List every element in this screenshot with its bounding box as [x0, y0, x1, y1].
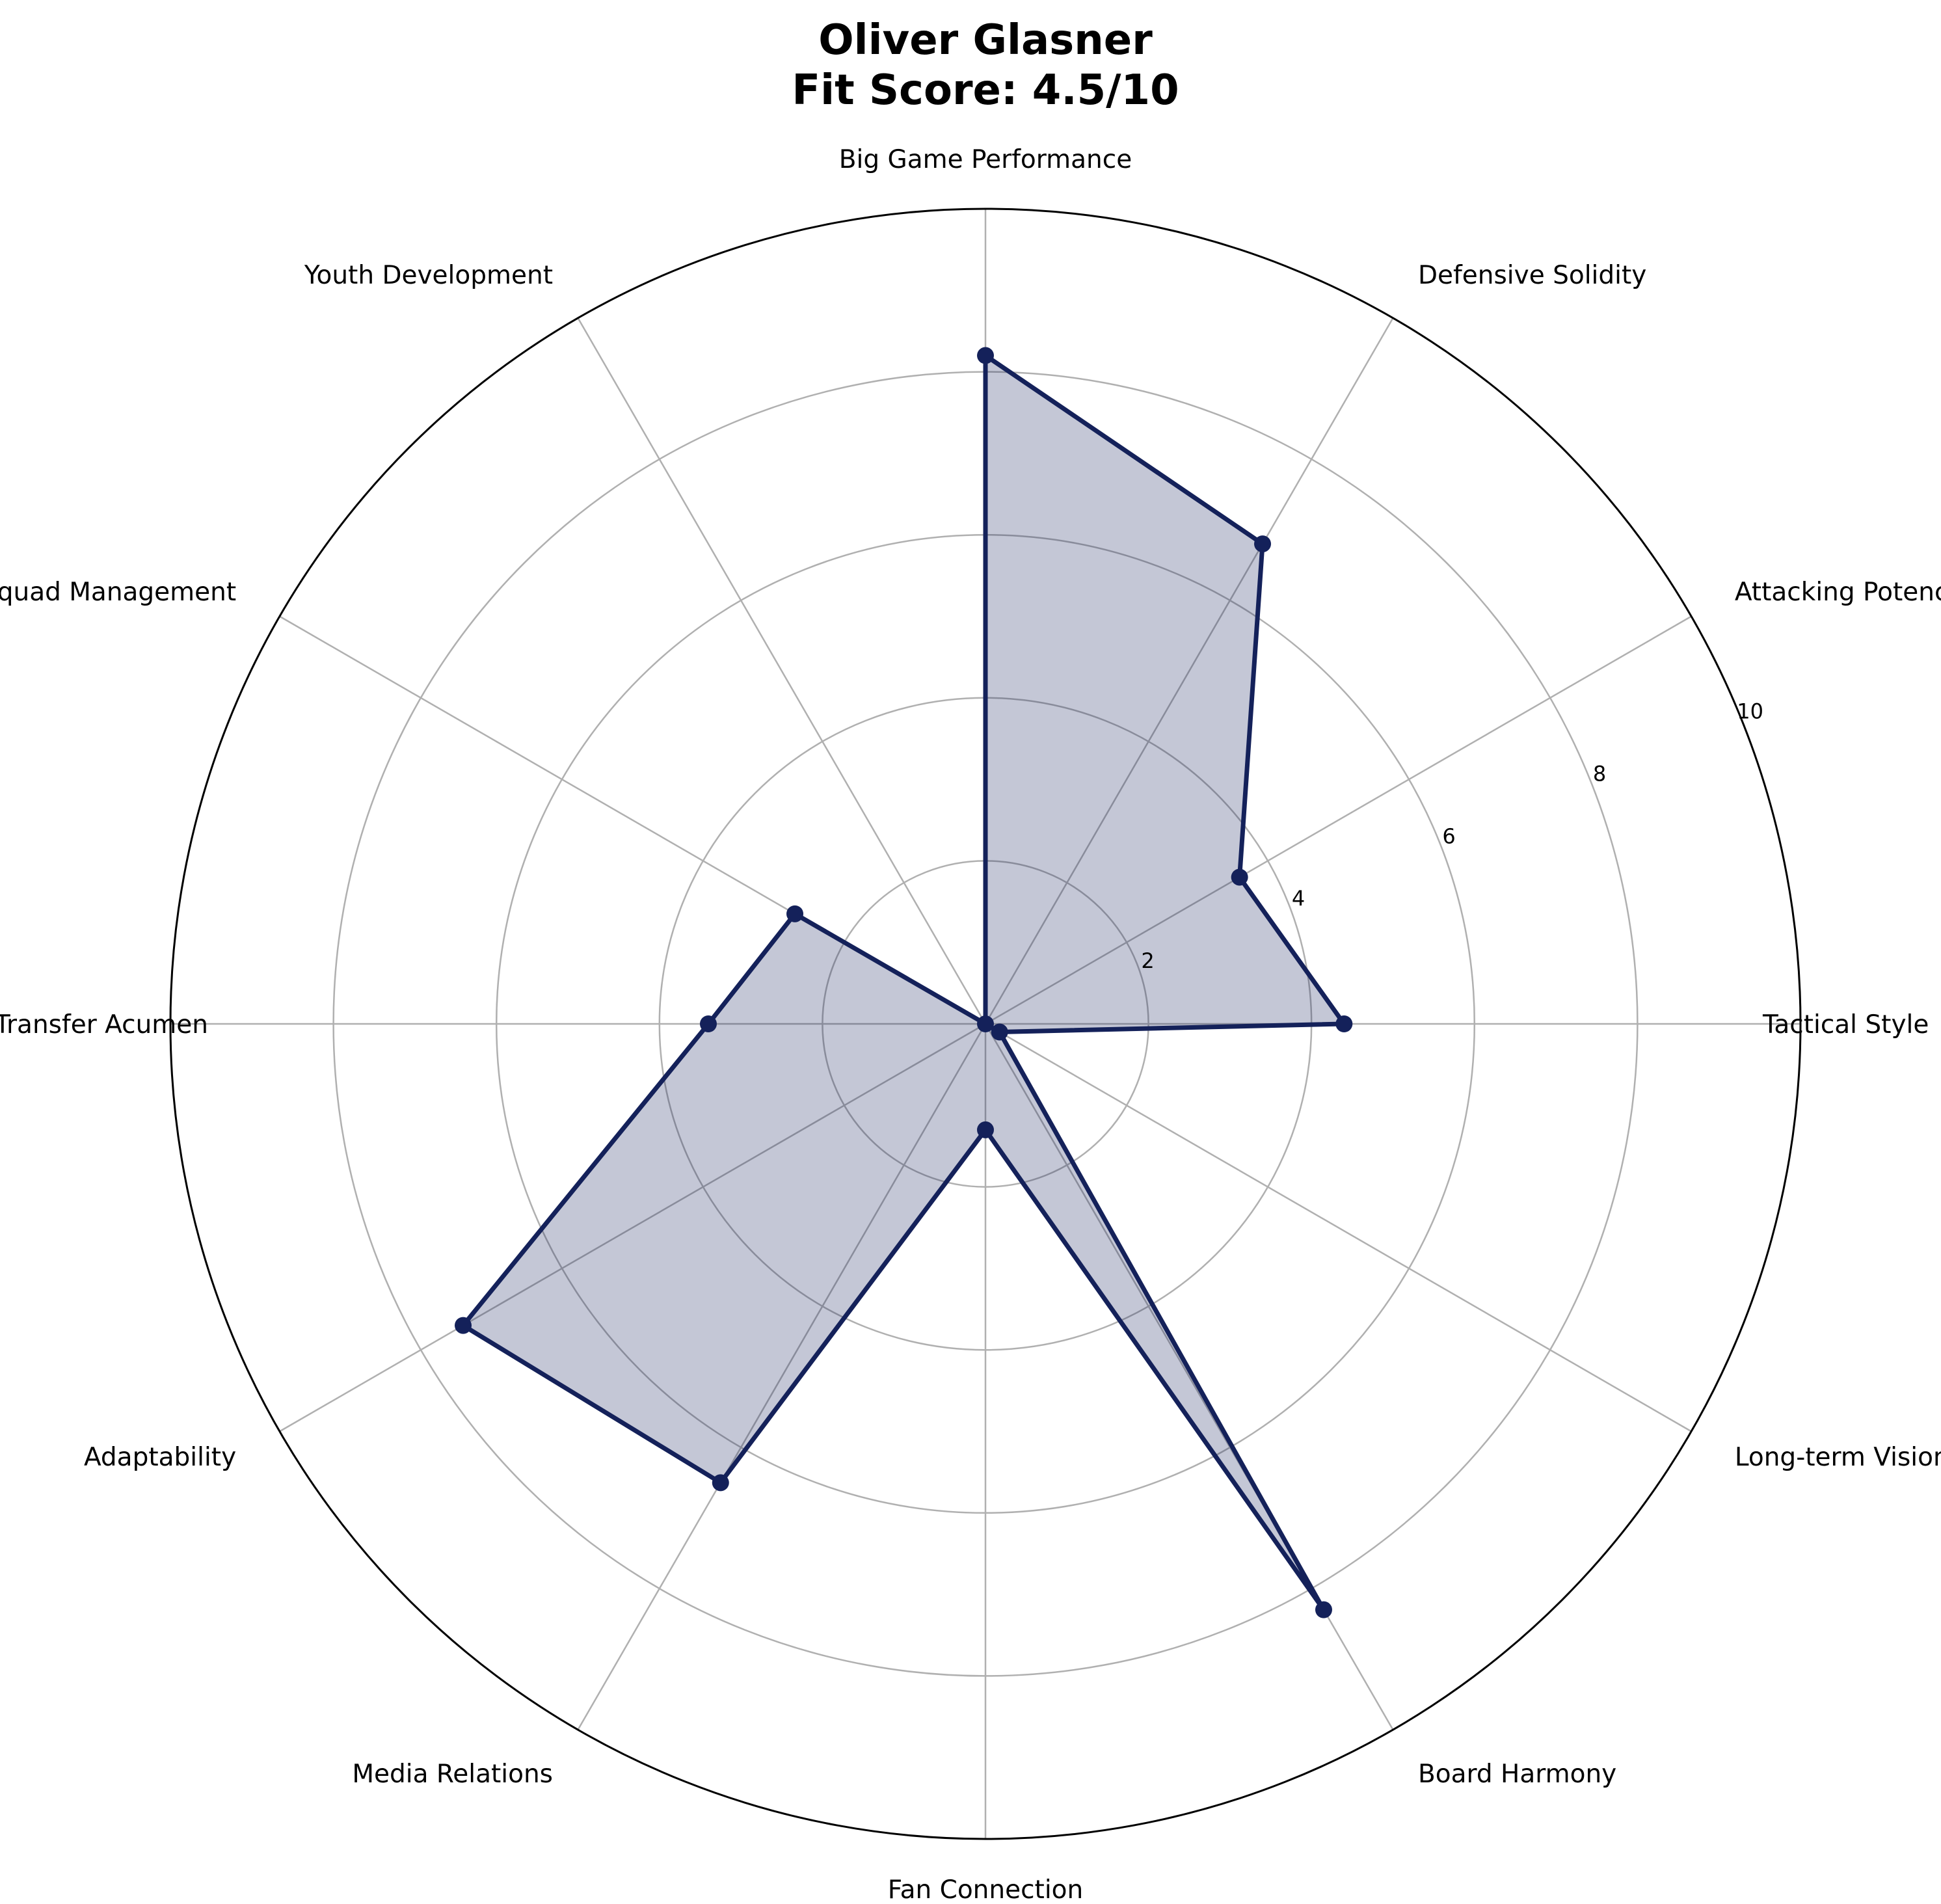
category-label-fan-connection: Fan Connection	[888, 1875, 1084, 1904]
r-tick-label: 2	[1141, 948, 1154, 973]
data-point-youth-development	[977, 1015, 994, 1032]
grid-spoke	[985, 1023, 1692, 1432]
grid-spoke	[984, 317, 1394, 1025]
data-point-media-relations	[712, 1474, 729, 1492]
r-tick-label: 10	[1737, 699, 1763, 723]
outer-ring	[169, 208, 1802, 1840]
r-tick-label: 4	[1292, 886, 1305, 911]
r-tick-label: 6	[1442, 824, 1455, 848]
data-point-defensive-solidity	[1254, 535, 1272, 553]
data-point-big-game-performance	[977, 347, 994, 364]
chart-subtitle-fit-score: Fit Score: 4.5/10	[792, 66, 1179, 114]
data-point-transfer-acumen	[699, 1015, 717, 1032]
data-point-squad-management	[786, 905, 804, 922]
grid-spoke	[985, 615, 1692, 1025]
category-label-adaptability: Adaptability	[84, 1443, 236, 1472]
category-label-board-harmony: Board Harmony	[1418, 1760, 1616, 1789]
grid-spoke	[577, 1023, 987, 1730]
series-area	[463, 355, 1345, 1610]
category-label-big-game-performance: Big Game Performance	[839, 145, 1132, 174]
radar-grid	[169, 208, 1802, 1840]
grid-spoke	[577, 317, 987, 1025]
data-point-long-term-vision	[991, 1023, 1008, 1041]
category-label-attacking-potency: Attacking Potency	[1735, 578, 1941, 607]
category-label-youth-development: Youth Development	[304, 261, 553, 290]
category-label-tactical-style: Tactical Style	[1762, 1010, 1929, 1039]
chart-title: Oliver Glasner	[818, 16, 1153, 64]
data-point-board-harmony	[1315, 1601, 1332, 1618]
data-point-tactical-style	[1335, 1015, 1353, 1032]
category-label-long-term-vision: Long-term Vision	[1735, 1443, 1941, 1472]
radar-series	[455, 347, 1353, 1618]
category-label-defensive-solidity: Defensive Solidity	[1418, 261, 1646, 290]
category-label-media-relations: Media Relations	[352, 1760, 553, 1789]
grid-spoke	[279, 1023, 986, 1432]
data-point-attacking-potency	[1231, 868, 1248, 886]
r-tick-label: 8	[1593, 761, 1606, 786]
radar-labels: 2 4 6 8 10 Tactical Style Attacking Potency Def…	[0, 145, 1941, 1904]
category-label-transfer-acumen: Transfer Acumen	[0, 1010, 208, 1039]
category-label-squad-management: Squad Management	[0, 578, 236, 607]
data-point-fan-connection	[977, 1121, 994, 1138]
data-point-adaptability	[455, 1317, 472, 1334]
